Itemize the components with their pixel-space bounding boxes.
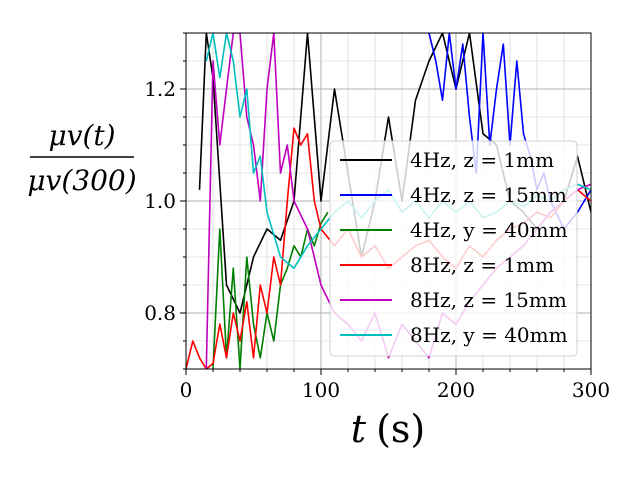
x-tick-label: 300 [572,378,610,402]
legend-label: 8Hz, y = 40mm [410,323,568,347]
y-axis-label-denominator: μv(300) [27,164,136,197]
x-tick-label: 0 [180,378,193,402]
x-tick-label: 200 [437,378,475,402]
x-tick-label: 100 [302,378,340,402]
x-axis-label: t (s) [351,407,425,451]
legend-label: 4Hz, z = 1mm [410,148,554,172]
legend-label: 8Hz, z = 1mm [410,253,554,277]
y-tick-label: 0.8 [144,301,176,325]
legend: 4Hz, z = 1mm 4Hz, z = 15mm 4Hz, y = 40mm 8H… [329,140,578,357]
y-tick-label: 1.0 [144,189,176,213]
y-tick-label: 1.2 [144,77,176,101]
ticks: 0 100 200 300 0.8 1.0 1.2 [144,32,610,402]
y-axis-label-numerator: μv(t) [48,119,115,152]
legend-label: 8Hz, z = 15mm [410,288,567,312]
legend-label: 4Hz, z = 15mm [410,183,567,207]
legend-label: 4Hz, y = 40mm [410,218,568,242]
